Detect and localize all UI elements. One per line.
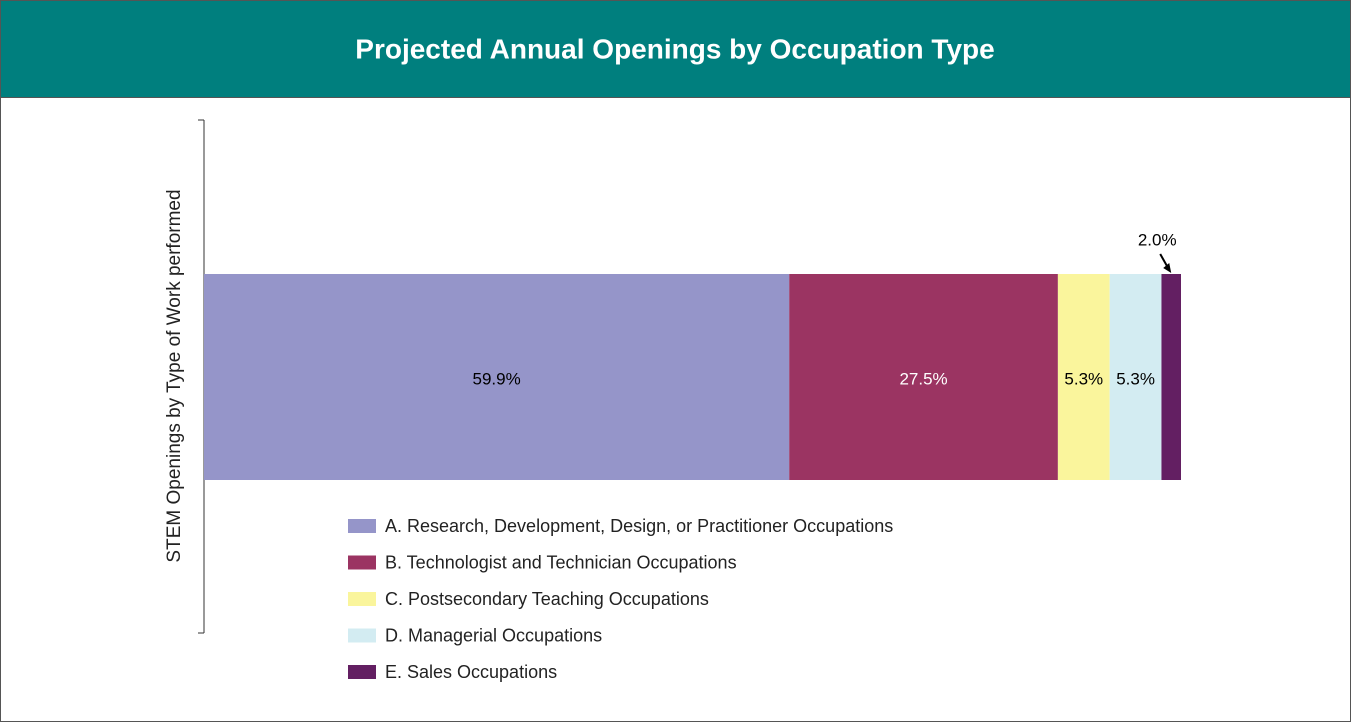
label-arrowhead xyxy=(1163,263,1172,273)
legend-label: C. Postsecondary Teaching Occupations xyxy=(385,589,709,609)
legend-label: B. Technologist and Technician Occupatio… xyxy=(385,552,737,572)
data-label: 5.3% xyxy=(1116,369,1155,388)
legend-swatch xyxy=(348,555,376,570)
data-label: 2.0% xyxy=(1138,230,1177,249)
bar-segment xyxy=(1161,274,1181,480)
bar-segment xyxy=(204,274,790,480)
bar-segment xyxy=(1057,274,1110,480)
legend-label: E. Sales Occupations xyxy=(385,662,557,682)
data-label: 59.9% xyxy=(473,369,521,388)
legend-swatch xyxy=(348,665,376,679)
bar-segment xyxy=(1109,274,1162,480)
legend-swatch xyxy=(348,519,376,533)
chart-title: Projected Annual Openings by Occupation … xyxy=(355,33,994,64)
legend-swatch xyxy=(348,628,376,643)
bar-segment xyxy=(789,274,1058,480)
data-label: 27.5% xyxy=(899,369,947,388)
data-label: 5.3% xyxy=(1064,369,1103,388)
legend-label: D. Managerial Occupations xyxy=(385,625,602,645)
y-axis-label: STEM Openings by Type of Work performed xyxy=(164,189,185,562)
legend-swatch xyxy=(348,592,376,606)
header xyxy=(0,0,1351,98)
legend-label: A. Research, Development, Design, or Pra… xyxy=(385,516,893,536)
